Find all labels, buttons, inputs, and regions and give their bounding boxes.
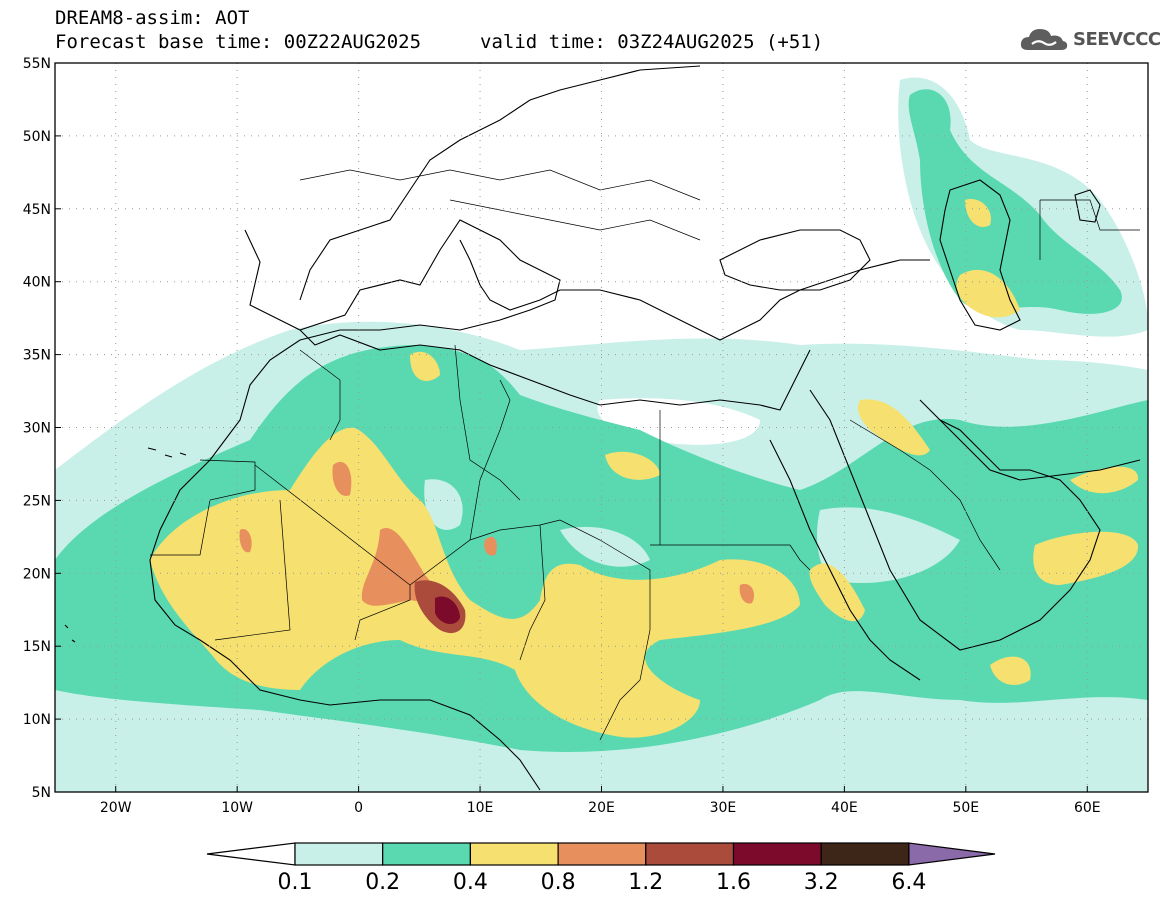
- aot-band-0.4: [1033, 531, 1139, 585]
- lon-tick-label: 40E: [831, 800, 858, 816]
- lat-tick-label: 10N: [23, 712, 51, 728]
- coastlines: [64, 65, 1141, 791]
- colorbar-swatch: [732, 842, 822, 866]
- aot-band-1.6: [435, 596, 460, 625]
- lat-tick-label: 50N: [23, 129, 51, 145]
- lat-tick-label: 45N: [23, 202, 51, 218]
- aot-band-0.4: [1070, 466, 1139, 494]
- aot-band-0.2: [908, 89, 1122, 314]
- lat-tick-label: 30N: [23, 421, 51, 437]
- lat-tick-label: 15N: [23, 639, 51, 655]
- lon-tick-label: 20W: [100, 800, 132, 816]
- forecast-base-time: Forecast base time: 00Z22AUG2025: [55, 31, 422, 53]
- lat-tick-label: 20N: [23, 566, 51, 582]
- colorbar-swatch: [294, 842, 384, 866]
- lon-tick-label: 20E: [588, 800, 615, 816]
- lat-tick-label: 55N: [23, 56, 51, 72]
- aot-band-0.4: [605, 451, 660, 480]
- colorbar-swatch: [469, 842, 559, 866]
- aot-band-0.4: [410, 351, 440, 381]
- logo-text: SEEVCCC: [1073, 28, 1161, 50]
- lat-tick-label: 40N: [23, 275, 51, 291]
- aot-band-0.8: [739, 583, 755, 604]
- colorbar-label: 1.2: [628, 870, 663, 895]
- aot-band-0.4: [965, 199, 991, 228]
- map-title: DREAM8-assim: AOT: [55, 7, 250, 29]
- colorbar-label: 0.2: [365, 870, 400, 895]
- grid-lines: [55, 63, 1148, 792]
- aot-band-0.8: [239, 529, 252, 553]
- seevccc-logo: SEEVCCC: [1018, 24, 1161, 54]
- aot-shading: [55, 77, 1148, 792]
- aot-band-0.4: [150, 427, 800, 738]
- colorbar-swatch: [645, 842, 735, 866]
- colorbar-swatch: [382, 842, 472, 866]
- aot-band-0.4: [858, 399, 930, 456]
- colorbar-over-triangle: [908, 842, 996, 866]
- colorbar-swatch: [820, 842, 910, 866]
- lon-tick-label: 10E: [467, 800, 494, 816]
- valid-time: valid time: 03Z24AUG2025 (+51): [480, 31, 824, 53]
- lat-tick-label: 35N: [23, 348, 51, 364]
- colorbar-swatch: [557, 842, 647, 866]
- colorbar-label: 3.2: [804, 870, 839, 895]
- colorbar-label: 1.6: [716, 870, 751, 895]
- lon-tick-label: 0: [354, 800, 363, 816]
- cloud-icon: [1020, 29, 1068, 50]
- lon-tick-label: 10W: [221, 800, 253, 816]
- lon-tick-label: 30E: [710, 800, 737, 816]
- colorbar-label: 0.8: [541, 870, 576, 895]
- colorbar-under-triangle: [206, 842, 296, 866]
- lat-tick-label: 5N: [32, 785, 51, 801]
- lon-tick-label: 50E: [952, 800, 979, 816]
- aot-colorbar: 0.1 0.2 0.4 0.8 1.2 1.6 3.2 6.4: [206, 842, 996, 895]
- aot-band-0.8: [332, 461, 352, 496]
- colorbar-label: 0.1: [278, 870, 313, 895]
- colorbar-label: 0.4: [453, 870, 488, 895]
- lon-tick-label: 60E: [1074, 800, 1101, 816]
- axis-ticks: 5N 10N 15N 20N 25N 30N 35N 40N 45N 50N 55N 20W 10W 0 1…: [23, 56, 1101, 816]
- colorbar-label: 6.4: [891, 870, 926, 895]
- aot-band-0.4: [809, 563, 865, 622]
- aot-band-0.8: [484, 536, 497, 556]
- borders: [150, 169, 1140, 741]
- aot-band-0.4: [990, 656, 1031, 685]
- lat-tick-label: 25N: [23, 493, 51, 509]
